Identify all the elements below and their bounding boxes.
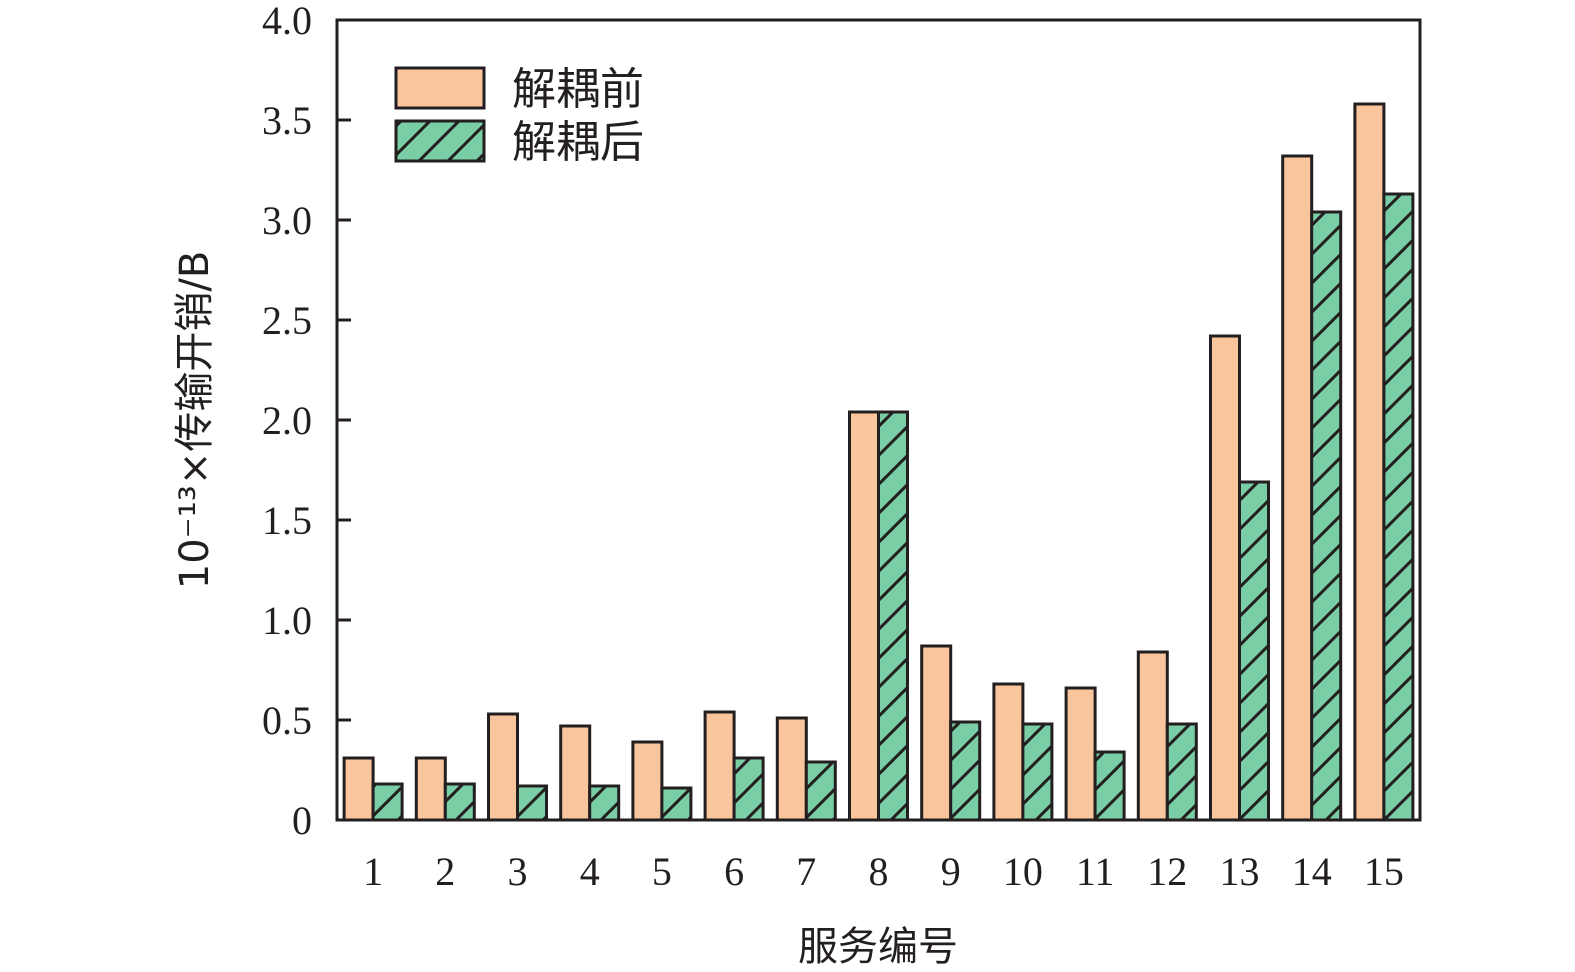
plot-frame	[335, 18, 1422, 822]
legend-swatch-after	[394, 119, 486, 163]
x-axis-ticks: 1 2 3 4 5 6 7 8 9 10 11 12 13 14 15	[363, 849, 1404, 894]
bar-after-14	[1310, 210, 1343, 822]
bar-after-15	[1382, 192, 1415, 822]
x-tick-label-14: 14	[1292, 849, 1332, 894]
x-tick-label-9: 9	[941, 849, 961, 894]
bar-after-6	[732, 756, 765, 822]
bar-after-5	[660, 786, 693, 822]
bars-group	[342, 102, 1415, 822]
bar-after-2	[443, 782, 476, 822]
x-tick-label-11: 11	[1076, 849, 1115, 894]
x-tick-label-15: 15	[1364, 849, 1404, 894]
bar-after-10	[1021, 722, 1054, 822]
y-tick-label-1.5: 1.5	[262, 498, 312, 543]
y-tick-label-0: 0	[292, 798, 312, 843]
bar-before-15	[1353, 102, 1386, 822]
y-tick-label-4.0: 4.0	[262, 0, 312, 43]
bar-after-3	[516, 784, 548, 822]
legend: 解耦前 解耦后	[394, 64, 644, 168]
bar-after-7	[804, 760, 837, 822]
bar-before-8	[848, 410, 880, 822]
x-axis-label: 服务编号	[798, 924, 958, 970]
x-tick-label-12: 12	[1147, 849, 1187, 894]
y-axis-ticks: 0 0.5 1.0 1.5 2.0 2.5 3.0 3.5 4.0	[262, 0, 351, 843]
x-tick-label-2: 2	[435, 849, 455, 894]
x-tick-label-10: 10	[1003, 849, 1043, 894]
y-tick-label-2.0: 2.0	[262, 398, 312, 443]
bar-after-1	[371, 782, 404, 822]
bar-after-4	[588, 784, 621, 822]
bar-after-8	[877, 410, 909, 822]
bar-before-14	[1281, 154, 1314, 822]
y-axis-label: 10⁻¹³×传输开销/B	[172, 251, 218, 590]
x-tick-label-13: 13	[1220, 849, 1260, 894]
bar-before-7	[775, 716, 808, 822]
bar-after-11	[1093, 750, 1126, 822]
bar-after-12	[1165, 722, 1198, 822]
bar-after-9	[949, 720, 982, 822]
bar-before-9	[920, 644, 953, 822]
bar-before-2	[414, 756, 447, 822]
x-tick-label-4: 4	[580, 849, 600, 894]
bar-before-3	[487, 712, 519, 822]
y-tick-label-3.5: 3.5	[262, 98, 312, 143]
x-tick-label-7: 7	[796, 849, 816, 894]
y-tick-label-2.5: 2.5	[262, 298, 312, 343]
bar-before-1	[342, 756, 375, 822]
bar-before-5	[631, 740, 664, 822]
x-tick-label-1: 1	[363, 849, 383, 894]
legend-label-after: 解耦后	[512, 117, 644, 168]
x-tick-label-8: 8	[869, 849, 889, 894]
bar-before-10	[992, 682, 1025, 822]
legend-swatch-before	[394, 66, 486, 110]
y-tick-label-1.0: 1.0	[262, 598, 312, 643]
legend-label-before: 解耦前	[512, 64, 644, 115]
y-tick-label-3.0: 3.0	[262, 198, 312, 243]
bar-before-6	[703, 710, 736, 822]
bar-before-11	[1064, 686, 1097, 822]
bar-before-13	[1209, 334, 1241, 822]
x-tick-label-3: 3	[508, 849, 528, 894]
x-tick-label-5: 5	[652, 849, 672, 894]
x-tick-label-6: 6	[724, 849, 744, 894]
y-tick-label-0.5: 0.5	[262, 698, 312, 743]
bar-after-13	[1238, 480, 1270, 822]
bar-before-12	[1136, 650, 1169, 822]
bar-before-4	[559, 724, 592, 822]
